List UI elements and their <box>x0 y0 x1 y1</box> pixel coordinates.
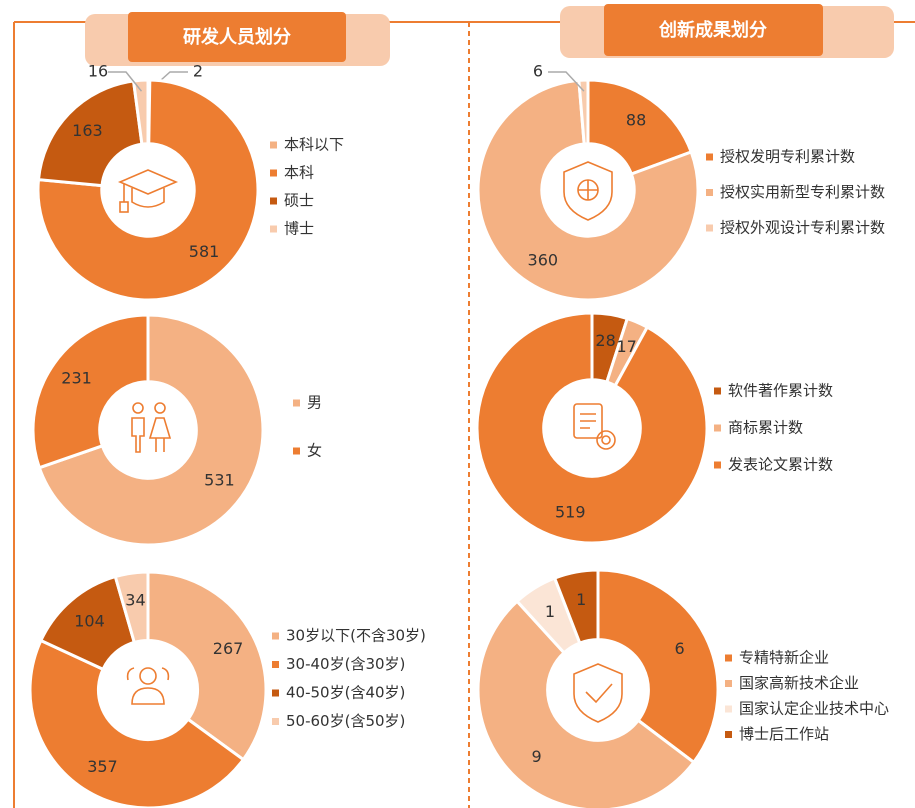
legend-swatch <box>714 387 721 395</box>
legend-label: 女 <box>307 442 322 460</box>
value-label: 9 <box>531 747 541 766</box>
legend-swatch <box>270 141 277 149</box>
value-label: 581 <box>189 242 220 261</box>
legend-label: 50-60岁(含50岁) <box>286 712 405 730</box>
section-title: 研发人员划分 <box>183 26 291 48</box>
value-label: 17 <box>616 337 636 356</box>
value-label: 104 <box>74 611 105 630</box>
legend-label: 授权实用新型专利累计数 <box>720 183 885 201</box>
legend-label: 国家高新技术企业 <box>739 674 859 692</box>
legend-swatch <box>270 169 277 177</box>
value-label: 357 <box>87 757 118 776</box>
icon-people <box>131 402 172 453</box>
donut-center <box>99 381 197 479</box>
value-label: 1 <box>576 590 586 609</box>
legend-swatch <box>706 153 713 161</box>
value-label: 163 <box>72 121 103 140</box>
leader-line <box>108 71 143 92</box>
section-title: 创新成果划分 <box>658 19 767 41</box>
value-label: 6 <box>675 639 685 658</box>
legend-label: 博士后工作站 <box>739 725 829 743</box>
legend-swatch <box>725 731 732 738</box>
legend-label: 授权外观设计专利累计数 <box>720 219 885 237</box>
legend-swatch <box>272 661 279 668</box>
legend-label: 发表论文累计数 <box>728 456 833 474</box>
legend-label: 30-40岁(含30岁) <box>286 655 405 673</box>
value-label: 519 <box>555 502 586 521</box>
legend-label: 硕士 <box>284 192 314 210</box>
donut-center <box>101 143 195 237</box>
leader-line <box>548 71 585 92</box>
value-label: 88 <box>626 111 646 130</box>
legend-swatch <box>272 632 279 640</box>
donut-center <box>547 639 649 741</box>
donut-slice <box>146 570 268 762</box>
value-label: 28 <box>595 331 615 350</box>
icon-group <box>126 667 170 705</box>
section-header <box>604 4 823 56</box>
value-label: 6 <box>533 62 543 81</box>
value-label: 2 <box>193 62 203 81</box>
legend-swatch <box>725 654 732 662</box>
legend-swatch <box>706 224 713 232</box>
legend-label: 30岁以下(不含30岁) <box>286 627 426 645</box>
legend-swatch <box>293 447 300 455</box>
icon-graduation <box>117 169 179 213</box>
legend-label: 专精特新企业 <box>739 649 829 667</box>
section-header <box>128 12 346 62</box>
legend-swatch <box>272 718 279 725</box>
legend-swatch <box>706 189 713 196</box>
value-label: 231 <box>61 369 92 388</box>
legend-swatch <box>714 424 721 432</box>
donut-center <box>543 379 641 477</box>
legend-label: 国家认定企业技术中心 <box>739 700 889 718</box>
legend-label: 商标累计数 <box>728 419 803 437</box>
legend-swatch <box>725 705 732 713</box>
icon-shield-gear <box>563 161 613 221</box>
legend-swatch <box>270 197 277 205</box>
legend-swatch <box>270 225 277 233</box>
legend-label: 40-50岁(含40岁) <box>286 684 405 702</box>
legend-label: 本科 <box>284 164 314 182</box>
legend-label: 软件著作累计数 <box>728 382 833 400</box>
value-label: 267 <box>213 639 244 658</box>
icon-shield-check <box>573 663 623 723</box>
legend-label: 授权发明专利累计数 <box>720 148 855 166</box>
value-label: 1 <box>545 602 555 621</box>
icons <box>117 161 623 723</box>
legend-swatch <box>293 399 300 407</box>
value-label: 360 <box>528 250 559 269</box>
value-label: 34 <box>125 591 145 610</box>
legend-swatch <box>714 461 721 469</box>
donut-center <box>98 640 198 740</box>
legend-swatch <box>272 689 279 697</box>
legend-label: 博士 <box>284 220 314 238</box>
value-label: 531 <box>204 470 235 489</box>
legend-label: 本科以下 <box>284 136 344 154</box>
legend-label: 男 <box>307 394 322 412</box>
legend-swatch <box>725 680 732 687</box>
icon-document <box>573 403 616 450</box>
value-label: 16 <box>88 62 108 81</box>
